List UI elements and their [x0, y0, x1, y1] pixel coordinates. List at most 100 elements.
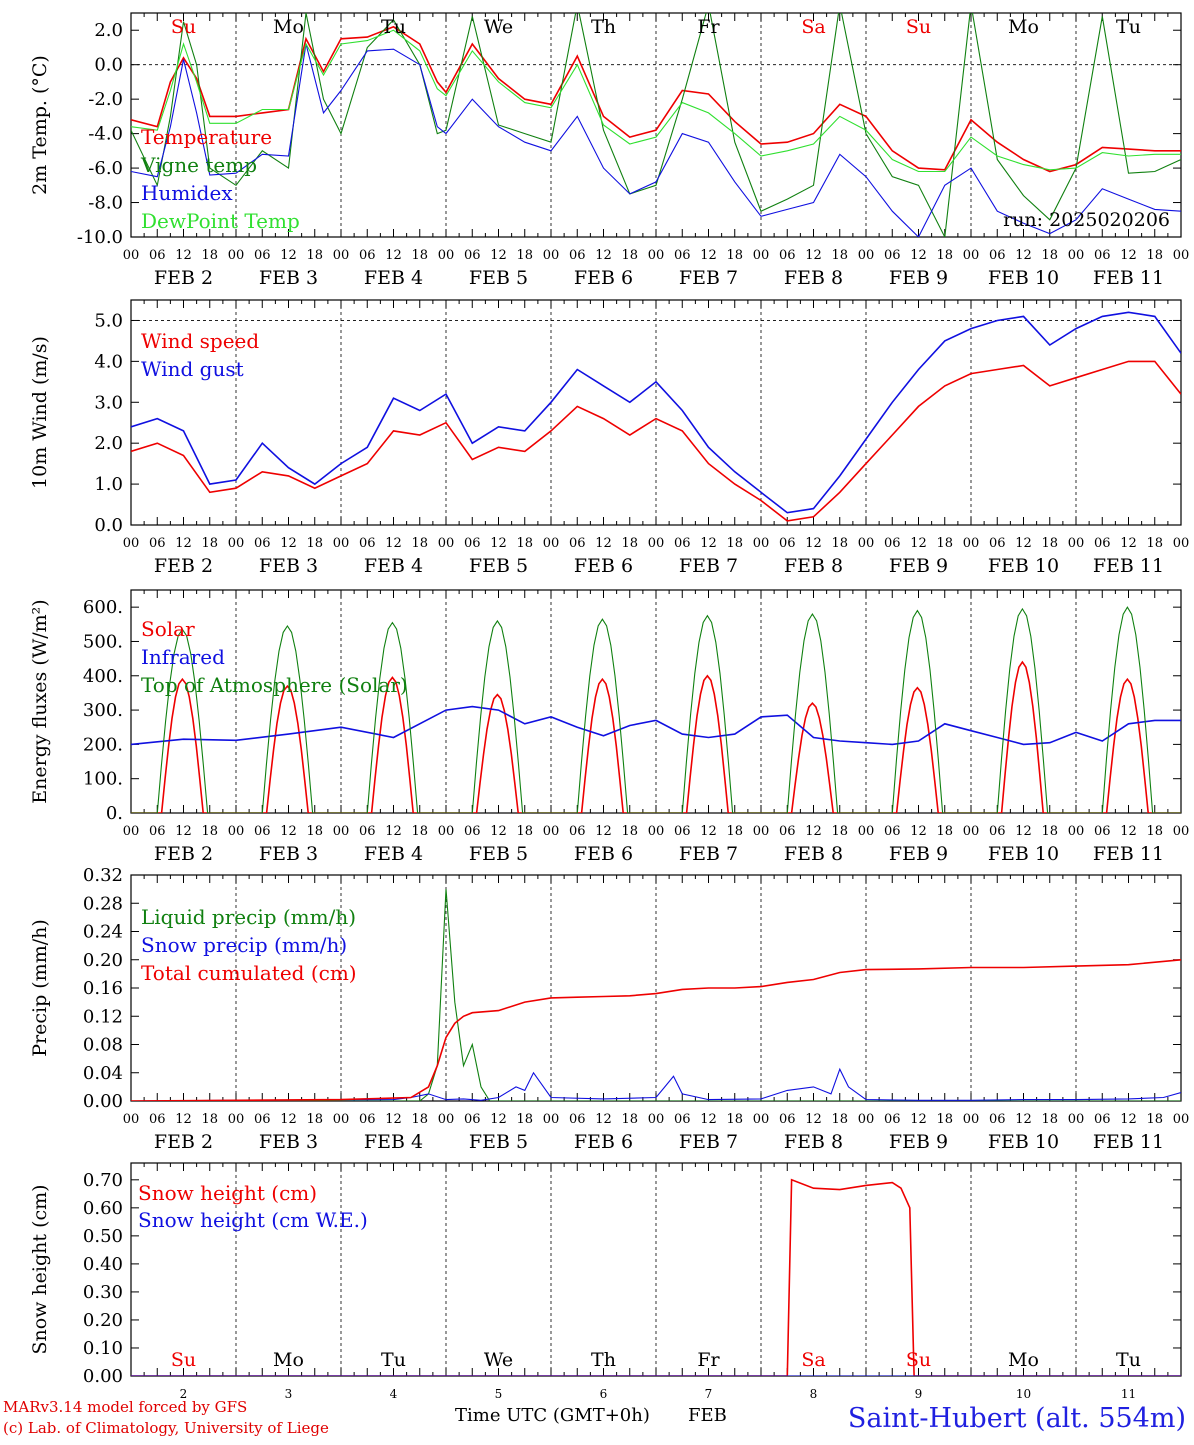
wind-hour-label: 12	[385, 536, 402, 551]
wind-ytick-label: 4.0	[94, 351, 123, 372]
wind-ytick-label: 0.0	[94, 515, 123, 536]
top-day-name: Tu	[381, 16, 406, 38]
wind-hour-label: 06	[1094, 536, 1111, 551]
precip-hour-label: 00	[543, 1112, 560, 1127]
energy-hour-label: 12	[490, 824, 507, 839]
energy-hour-label: 00	[858, 824, 875, 839]
wind-date-label: FEB 4	[364, 555, 423, 577]
precip-hour-label: 12	[1015, 1112, 1032, 1127]
temperature-hour-label: 18	[726, 248, 743, 263]
temperature-hour-label: 06	[569, 248, 586, 263]
temperature-ytick-label: 2.0	[94, 20, 123, 41]
precip-hour-label: 00	[438, 1112, 455, 1127]
precip-hour-label: 06	[1094, 1112, 1111, 1127]
energy-ylabel: Energy fluxes (W/m²)	[29, 599, 51, 803]
temperature-hour-label: 18	[411, 248, 428, 263]
temperature-hour-label: 06	[464, 248, 481, 263]
temperature-hour-label: 18	[936, 248, 953, 263]
energy-frame	[130, 589, 1182, 814]
precip-date-label: FEB 4	[364, 1131, 423, 1153]
energy-hour-label: 12	[910, 824, 927, 839]
temperature-hour-label: 12	[910, 248, 927, 263]
energy-hour-label: 06	[1094, 824, 1111, 839]
energy-hour-label: 06	[254, 824, 271, 839]
wind-hour-label: 18	[831, 536, 848, 551]
precip-hour-label: 12	[805, 1112, 822, 1127]
energy-series-infrared	[131, 705, 1181, 746]
precip-hour-label: 12	[175, 1112, 192, 1127]
energy-series-solar	[131, 660, 1181, 813]
bottom-day-name: Th	[591, 1349, 616, 1371]
temperature-hour-label: 06	[254, 248, 271, 263]
temperature-legend-item: DewPoint Temp	[141, 209, 300, 233]
wind-hour-label: 12	[1015, 536, 1032, 551]
wind-legend-item: Wind speed	[141, 329, 259, 353]
temperature-date-label: FEB 7	[679, 267, 738, 289]
wind-ytick-label: 5.0	[94, 310, 123, 331]
temperature-date-label: FEB 6	[574, 267, 633, 289]
temperature-hour-label: 00	[963, 248, 980, 263]
wind-hour-label: 18	[201, 536, 218, 551]
temperature-ytick-label: -10.0	[77, 227, 123, 248]
energy-hour-label: 12	[595, 824, 612, 839]
temperature-hour-label: 00	[753, 248, 770, 263]
snow-ytick-label: 0.30	[83, 1282, 123, 1303]
temperature-hour-label: 12	[490, 248, 507, 263]
temperature-series-temperature	[131, 25, 1181, 173]
temperature-date-label: FEB 2	[154, 267, 213, 289]
energy-date-label: FEB 7	[679, 843, 738, 865]
temperature-date-label: FEB 5	[469, 267, 528, 289]
temperature-ytick-label: -2.0	[88, 89, 123, 110]
energy-legend-item: Top of Atmosphere (Solar)	[141, 673, 408, 697]
temperature-frame	[130, 12, 1182, 238]
precip-hour-label: 06	[674, 1112, 691, 1127]
bottom-day-number: 7	[705, 1387, 713, 1401]
bottom-day-name: We	[484, 1349, 513, 1371]
temperature-hour-label: 00	[1068, 248, 1085, 263]
wind-date-label: FEB 2	[154, 555, 213, 577]
energy-hour-label: 12	[1015, 824, 1032, 839]
temperature-run-annotation: run: 2025020206	[1003, 209, 1170, 231]
precip-hour-label: 06	[464, 1112, 481, 1127]
precip-ytick-label: 0.12	[83, 1006, 123, 1027]
top-day-name: Fr	[697, 16, 720, 38]
wind-hour-label: 00	[438, 536, 455, 551]
wind-date-label: FEB 10	[988, 555, 1059, 577]
wind-hour-label: 00	[753, 536, 770, 551]
precip-hour-label: 00	[333, 1112, 350, 1127]
energy-ytick-label: 500.	[83, 631, 123, 652]
wind-hour-label: 00	[1173, 536, 1190, 551]
x-axis-label: Time UTC (GMT+0h)	[455, 1405, 650, 1426]
precip-hour-label: 00	[228, 1112, 245, 1127]
precip-ylabel: Precip (mm/h)	[29, 919, 51, 1057]
temperature-ytick-label: 0.0	[94, 55, 123, 76]
temperature-legend-item: Humidex	[141, 181, 233, 205]
precip-ytick-label: 0.20	[83, 950, 123, 971]
bottom-day-name: Su	[171, 1349, 196, 1371]
snow-ytick-label: 0.60	[83, 1198, 123, 1219]
energy-hour-label: 18	[306, 824, 323, 839]
temperature-hour-label: 00	[438, 248, 455, 263]
bottom-day-number: 2	[180, 1387, 188, 1401]
model-credit: MARv3.14 model forced by GFS	[3, 1398, 248, 1416]
energy-date-label: FEB 6	[574, 843, 633, 865]
temperature-ytick-label: -4.0	[88, 124, 123, 145]
x-axis-month: FEB	[688, 1405, 727, 1426]
bottom-day-name: Sa	[801, 1349, 825, 1371]
wind-hour-label: 18	[411, 536, 428, 551]
energy-hour-label: 06	[149, 824, 166, 839]
wind-hour-label: 06	[989, 536, 1006, 551]
temperature-date-label: FEB 10	[988, 267, 1059, 289]
temperature-date-label: FEB 8	[784, 267, 843, 289]
energy-hour-label: 12	[805, 824, 822, 839]
temperature-legend-item: Temperature	[141, 125, 272, 149]
temperature-hour-label: 00	[123, 248, 140, 263]
temperature-date-label: FEB 3	[259, 267, 318, 289]
energy-legend-item: Infrared	[141, 645, 225, 669]
precip-hour-label: 06	[569, 1112, 586, 1127]
temperature-ytick-label: -6.0	[88, 158, 123, 179]
precip-legend-item: Total cumulated (cm)	[141, 961, 357, 985]
bottom-day-name: Fr	[697, 1349, 720, 1371]
